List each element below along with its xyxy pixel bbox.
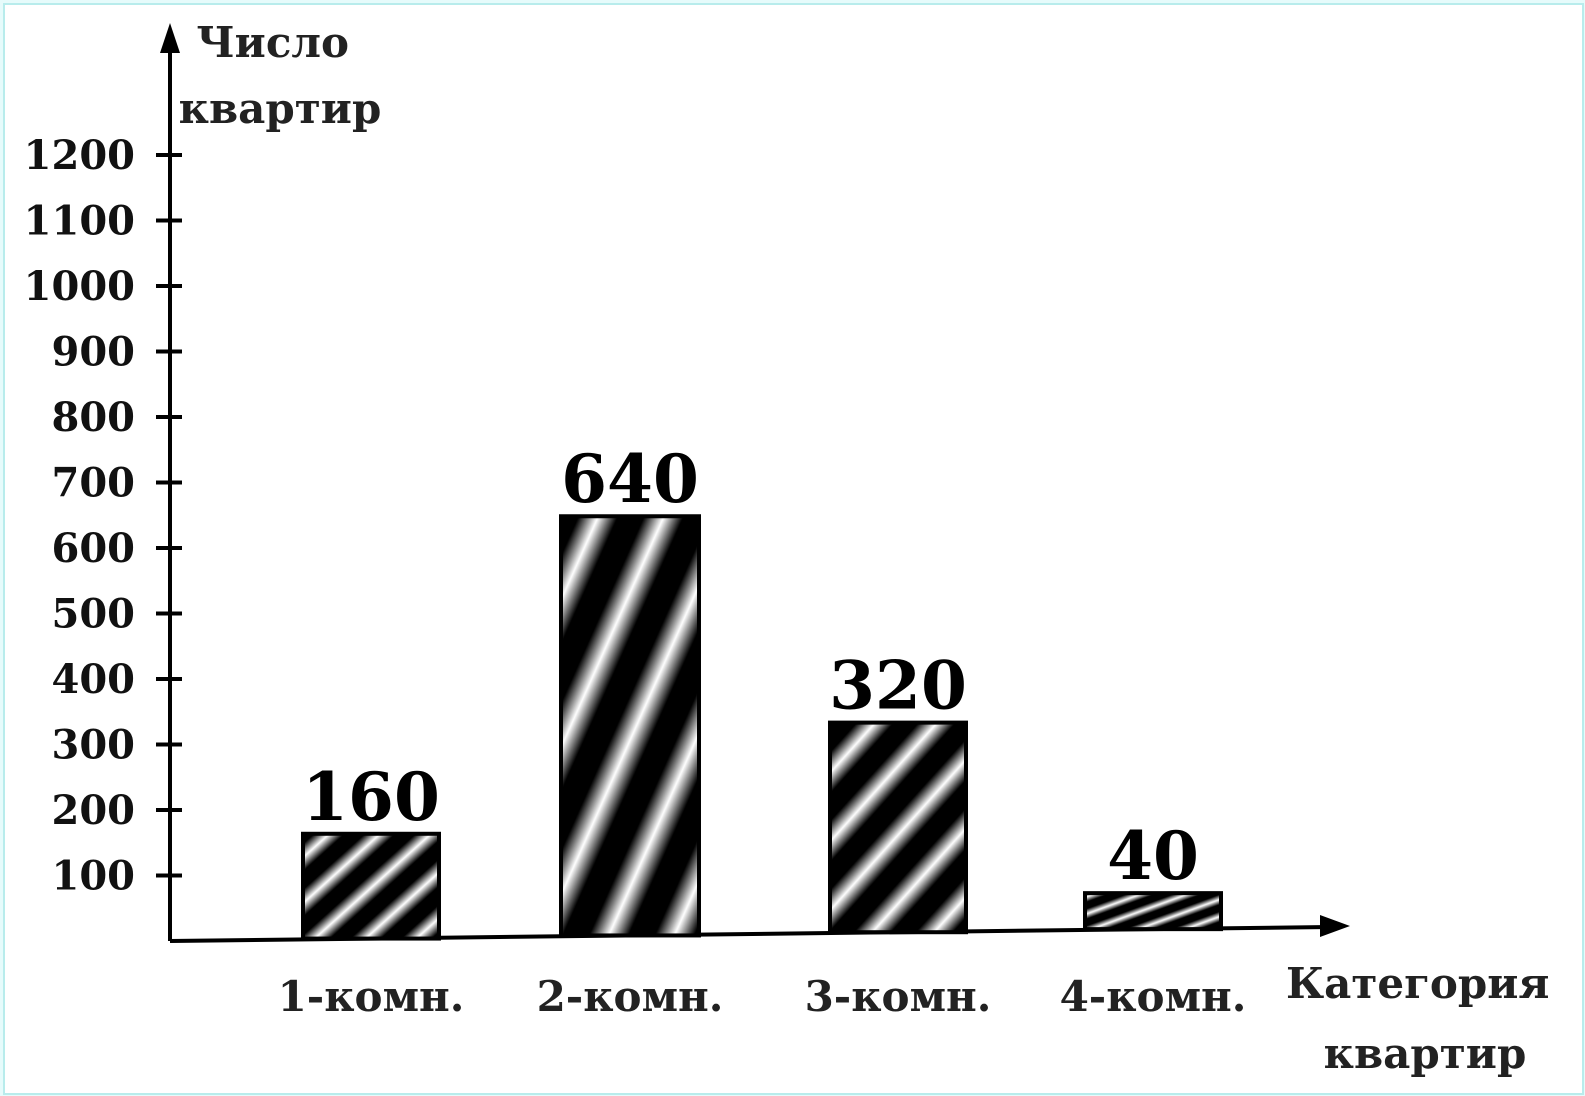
x-axis-title-line-1: Категория [1286,959,1549,1008]
value-label: 160 [302,758,440,836]
bars [301,514,1223,941]
y-tick-label: 900 [52,329,136,376]
y-tick-label: 100 [52,853,136,900]
y-tick-label: 300 [52,722,136,769]
bar-4 [1083,891,1223,932]
y-tick-label: 1100 [24,198,135,245]
y-tick-label: 1200 [24,132,135,179]
category-label: 4-комн. [1060,972,1247,1021]
y-axis-title: Число квартир [179,18,382,133]
y-tick-label: 500 [52,591,136,638]
x-axis-title-line-2: квартир [1324,1029,1527,1078]
x-axis-arrow-icon [1320,915,1350,937]
y-tick-label: 800 [52,394,136,441]
value-label: 40 [1107,817,1199,895]
y-tick-label: 400 [52,656,136,703]
bar-chart: Число квартир Категория квартир 100 200 30… [24,18,1564,1078]
value-labels: 160 640 320 40 [302,440,1199,895]
category-labels: 1-комн. 2-комн. 3-комн. 4-комн. [278,972,1247,1021]
y-tick-label: 1000 [24,263,135,310]
y-axis-title-line-1: Число [196,18,349,67]
bar-1 [301,831,441,941]
category-label: 1-комн. [278,972,465,1021]
y-tick-label: 700 [52,460,136,507]
y-axis-title-line-2: квартир [179,84,382,133]
category-label: 3-комн. [805,972,992,1021]
bar-2 [559,514,701,938]
y-tick-label: 200 [52,787,136,834]
y-axis-arrow-icon [160,23,180,53]
chart-frame: Число квартир Категория квартир 100 200 30… [3,3,1584,1095]
category-label: 2-комн. [537,972,724,1021]
value-label: 640 [561,440,699,518]
x-axis-title: Категория квартир [1286,959,1564,1078]
bar-3 [828,720,968,935]
y-tick-label: 600 [52,525,136,572]
value-label: 320 [829,647,967,725]
y-ticks: 100 200 300 400 500 600 700 800 900 1000 1100 1200 [24,132,182,900]
